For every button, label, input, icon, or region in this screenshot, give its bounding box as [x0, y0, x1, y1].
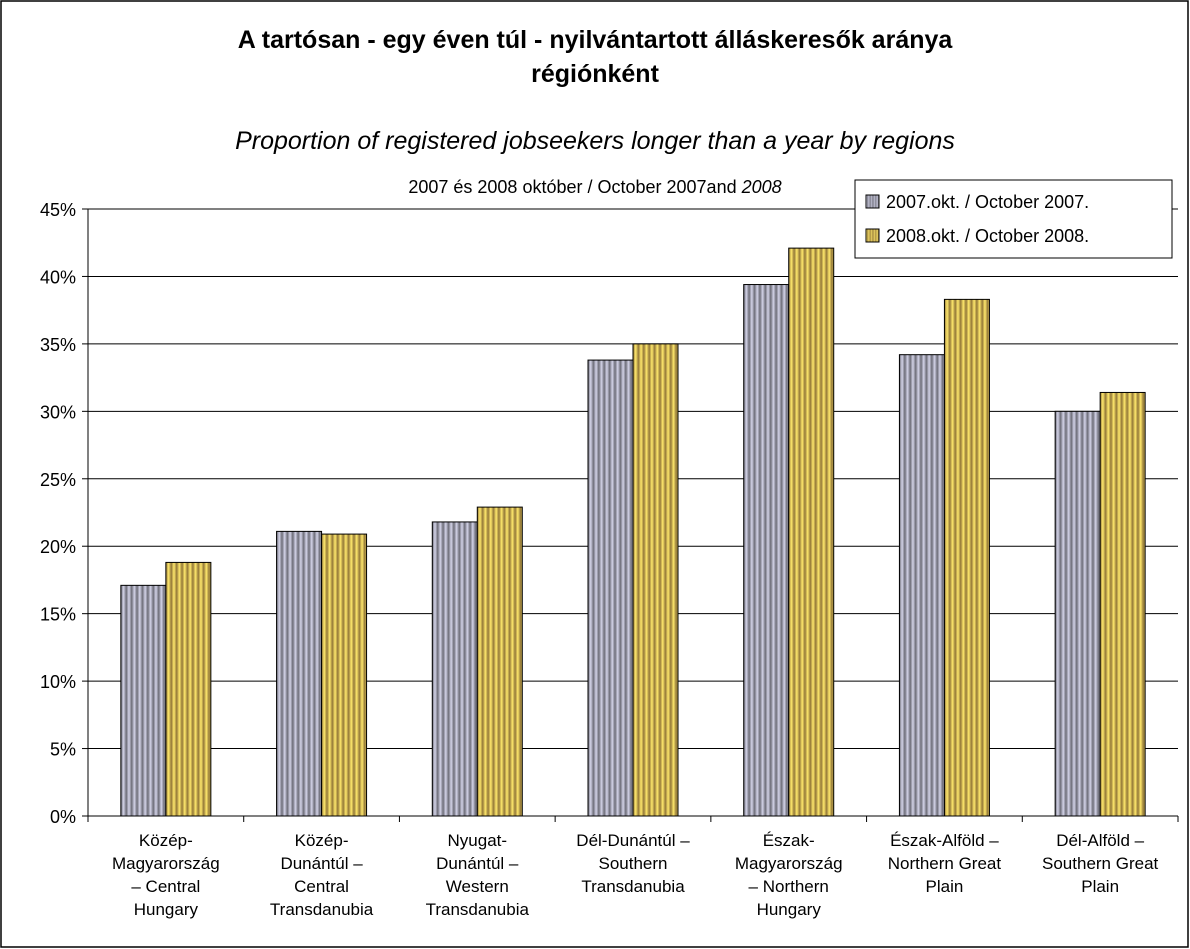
y-tick-label: 30%: [40, 402, 76, 422]
bar: [788, 247, 835, 817]
chart-note: 2007 és 2008 október / October 2007and 2…: [408, 177, 781, 197]
y-tick-label: 0%: [50, 807, 76, 827]
bar: [943, 298, 990, 817]
y-tick-label: 35%: [40, 335, 76, 355]
legend-label: 2007.okt. / October 2007.: [886, 192, 1089, 212]
chart-title: A tartósan - egy éven túl - nyilvántarto…: [238, 26, 954, 88]
x-tick-label: Nyugat-Dunántúl – Western Transdanubia: [426, 831, 530, 919]
bar: [1099, 391, 1146, 817]
y-tick-label: 20%: [40, 537, 76, 557]
legend: 2007.okt. / October 2007. 2008.okt. / Oct…: [854, 179, 1173, 259]
bar: [1054, 410, 1101, 817]
chart-subtitle: Proportion of registered jobseekers long…: [235, 127, 955, 155]
note-text: 2007 és 2008 október / October 2007and: [408, 177, 741, 197]
bar: [431, 521, 478, 817]
bar: [587, 359, 634, 817]
bar: [476, 506, 523, 817]
bar: [743, 284, 790, 817]
bar: [321, 533, 368, 817]
legend-box: [854, 179, 1173, 259]
y-tick-label: 5%: [50, 740, 76, 760]
legend-swatch: [865, 228, 880, 243]
x-tick-label: Közép-Dunántúl – Central Transdanubia: [270, 831, 374, 919]
bar: [165, 561, 212, 817]
x-tick-label: Közép-Magyarország – Central Hungary: [112, 831, 220, 919]
legend-swatch: [865, 194, 880, 209]
bar: [120, 584, 167, 817]
y-tick-label: 40%: [40, 267, 76, 287]
note-text-italic: 2008: [741, 177, 782, 197]
x-tick-label: Dél-Alföld – Southern Great Plain: [1042, 831, 1159, 896]
legend-label: 2008.okt. / October 2008.: [886, 226, 1089, 246]
y-tick-label: 25%: [40, 470, 76, 490]
y-tick-label: 10%: [40, 672, 76, 692]
y-tick-label: 45%: [40, 200, 76, 220]
bar: [632, 343, 679, 817]
x-tick-label: Észak-Alföld – Northern Great Plain: [888, 831, 1002, 896]
bar: [276, 530, 323, 817]
x-tick-label: Észak-Magyarország – Northern Hungary: [735, 831, 843, 919]
y-tick-label: 15%: [40, 605, 76, 625]
bar: [898, 354, 945, 817]
x-tick-label: Dél-Dunántúl – Southern Transdanubia: [576, 831, 690, 896]
